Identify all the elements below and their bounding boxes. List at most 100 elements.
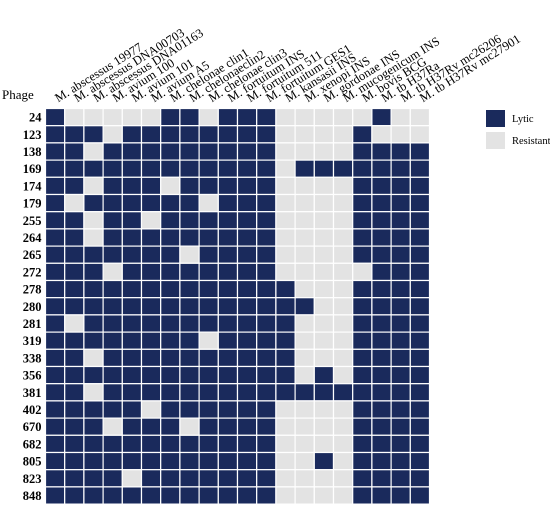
heatmap-cell — [313, 434, 335, 454]
heatmap-cell — [160, 417, 181, 436]
heatmap-cell — [83, 142, 104, 161]
heatmap-cell — [236, 331, 258, 350]
heatmap-cell — [371, 469, 392, 488]
heatmap-cell — [294, 314, 315, 333]
heatmap-cell — [179, 417, 200, 436]
heatmap-cell — [313, 417, 335, 436]
heatmap-cell — [198, 486, 219, 505]
heatmap-cell — [179, 228, 200, 247]
heatmap-cell — [102, 348, 123, 368]
heatmap-cell — [352, 211, 373, 230]
heatmap-cell — [371, 331, 392, 350]
heatmap-cell — [83, 400, 104, 419]
heatmap-cell — [256, 383, 277, 402]
heatmap-cell — [236, 417, 258, 436]
heatmap-cell — [102, 434, 123, 454]
heatmap-cell — [44, 383, 66, 402]
heatmap-cell — [198, 434, 219, 454]
heatmap-cell — [409, 348, 431, 368]
heatmap-cell — [198, 314, 219, 333]
heatmap-cell — [160, 348, 181, 368]
heatmap-cell — [371, 279, 392, 299]
heatmap-cell — [198, 279, 219, 299]
heatmap-cell — [198, 331, 219, 350]
heatmap-cell — [256, 434, 277, 454]
heatmap-cell — [64, 107, 85, 127]
heatmap-cell — [256, 297, 277, 316]
heatmap-cell — [352, 451, 373, 471]
row-label: 682 — [23, 437, 42, 451]
heatmap-cell — [160, 159, 181, 178]
heatmap-cell — [294, 417, 315, 436]
heatmap-cell — [294, 159, 315, 178]
heatmap-cell — [371, 486, 392, 505]
heatmap-cell — [332, 262, 354, 282]
heatmap-cell — [236, 159, 258, 178]
heatmap-cell — [275, 451, 296, 471]
heatmap-cell — [275, 279, 296, 299]
heatmap-cell — [217, 314, 239, 333]
heatmap-cell — [102, 451, 123, 471]
heatmap-cell — [332, 314, 354, 333]
heatmap-cell — [198, 262, 219, 282]
heatmap-cell — [313, 348, 335, 368]
heatmap-cell — [121, 193, 143, 213]
heatmap-cell — [102, 107, 123, 127]
row-label: 280 — [23, 300, 42, 314]
heatmap-cell — [179, 245, 200, 264]
heatmap-cell — [102, 417, 123, 436]
heatmap-cell — [313, 279, 335, 299]
heatmap-cell — [294, 125, 315, 144]
heatmap-cell — [160, 125, 181, 144]
heatmap-cell — [83, 365, 104, 385]
heatmap-cell — [313, 142, 335, 161]
heatmap-cell — [236, 348, 258, 368]
heatmap-cell — [371, 228, 392, 247]
heatmap-cell — [102, 469, 123, 488]
heatmap-cell — [256, 176, 277, 196]
heatmap-cell — [83, 211, 104, 230]
heatmap-cell — [198, 348, 219, 368]
heatmap-cell — [352, 125, 373, 144]
heatmap-cell — [352, 383, 373, 402]
row-label: 402 — [23, 403, 42, 417]
heatmap-cell — [121, 400, 143, 419]
heatmap-cell — [140, 486, 162, 505]
heatmap-cell — [160, 297, 181, 316]
heatmap-cell — [256, 451, 277, 471]
heatmap-cell — [275, 262, 296, 282]
heatmap-cell — [390, 400, 411, 419]
heatmap-cell — [198, 365, 219, 385]
heatmap-cell — [352, 159, 373, 178]
heatmap-cell — [256, 486, 277, 505]
heatmap-cell — [275, 125, 296, 144]
heatmap-cell — [64, 400, 85, 419]
heatmap-cell — [236, 228, 258, 247]
row-label: 805 — [23, 455, 42, 469]
heatmap-cell — [332, 228, 354, 247]
heatmap-cell — [294, 193, 315, 213]
heatmap-cell — [409, 107, 431, 127]
heatmap-cell — [64, 159, 85, 178]
heatmap-cell — [64, 331, 85, 350]
heatmap-cell — [390, 125, 411, 144]
heatmap-cell — [64, 348, 85, 368]
heatmap-cell — [236, 297, 258, 316]
heatmap-cell — [198, 211, 219, 230]
heatmap-cell — [160, 262, 181, 282]
heatmap-cell — [390, 383, 411, 402]
heatmap-cell — [256, 417, 277, 436]
row-label: 281 — [23, 317, 42, 331]
heatmap-cell — [102, 400, 123, 419]
heatmap-cell — [313, 383, 335, 402]
heatmap-cell — [83, 383, 104, 402]
heatmap-cell — [198, 142, 219, 161]
heatmap-cell — [332, 107, 354, 127]
heatmap-cell — [294, 297, 315, 316]
heatmap-cell — [217, 365, 239, 385]
heatmap-cell — [217, 193, 239, 213]
heatmap-cell — [313, 193, 335, 213]
heatmap-cell — [409, 142, 431, 161]
heatmap-cell — [390, 228, 411, 247]
